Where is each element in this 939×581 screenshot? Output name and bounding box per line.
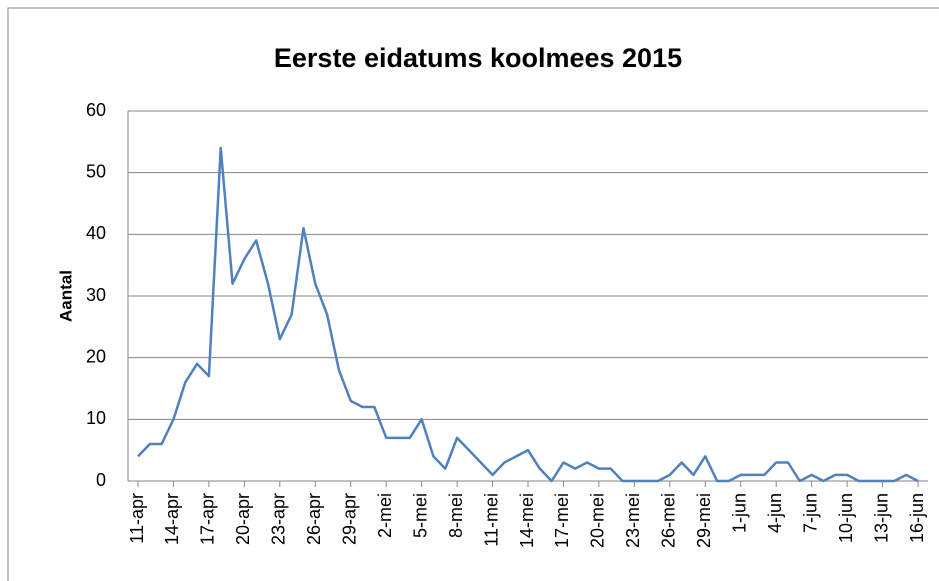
y-tick-label: 30 [86,285,106,305]
y-tick-label: 60 [86,100,106,120]
y-tick-label: 40 [86,223,106,243]
x-tick-label: 14-mei [517,493,537,548]
x-tick-label: 23-mei [623,493,643,548]
x-tick-label: 1-jun [729,493,749,533]
x-tick-label: 17-apr [198,493,218,545]
x-tick-label: 5-mei [410,493,430,538]
x-tick-label: 26-apr [304,493,324,545]
x-tick-label: 2-mei [375,493,395,538]
x-tick-label: 10-jun [836,493,856,543]
y-tick-label: 50 [86,161,106,181]
x-tick-label: 8-mei [446,493,466,538]
x-tick-label: 29-mei [694,493,714,548]
x-tick-label: 20-apr [233,493,253,545]
x-tick-label: 16-jun [907,493,927,543]
y-tick-label: 20 [86,346,106,366]
x-tick-label: 20-mei [588,493,608,548]
x-tick-label: 4-jun [765,493,785,533]
x-tick-label: 26-mei [659,493,679,548]
x-tick-label: 17-mei [552,493,572,548]
x-tick-label: 11-apr [127,493,147,544]
x-tick-label: 7-jun [800,493,820,533]
x-tick-label: 11-mei [481,493,501,547]
x-tick-label: 14-apr [162,493,182,545]
y-axis-label: Aantal [56,270,75,322]
chart-frame [7,7,939,581]
x-tick-label: 13-jun [871,493,891,543]
x-tick-label: 23-apr [269,493,289,545]
y-tick-label: 10 [86,408,106,428]
chart-title: Eerste eidatums koolmees 2015 [274,43,682,73]
y-tick-label: 0 [96,470,106,490]
x-tick-label: 29-apr [339,493,359,545]
data-line [137,146,919,483]
